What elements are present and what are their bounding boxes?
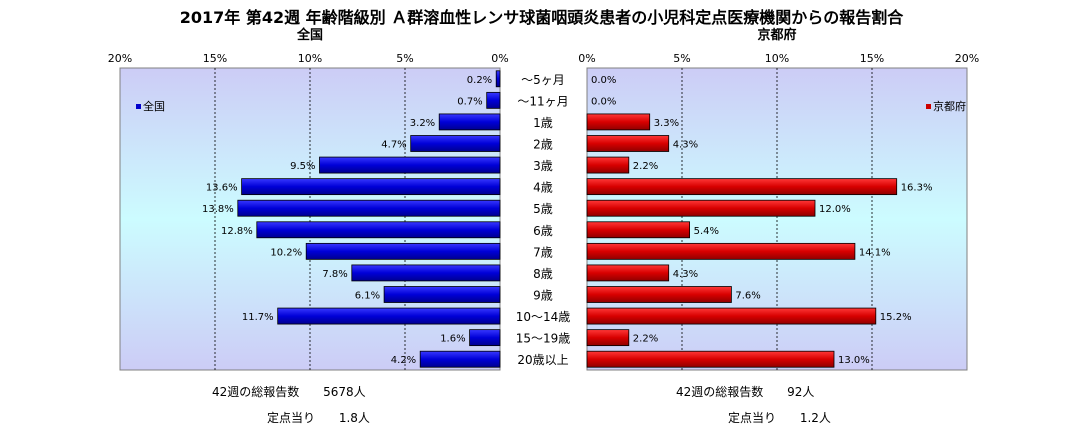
- kyoto-bar: [586, 329, 630, 347]
- national-data-label: 11.7%: [242, 312, 274, 323]
- national-data-label: 13.8%: [202, 204, 234, 215]
- national-per-value: 1.8人: [338, 411, 370, 425]
- national-data-label: 0.2%: [467, 75, 492, 86]
- category-label: 15～19歳: [516, 332, 571, 346]
- kyoto-per: 定点当り 1.2人: [728, 409, 831, 426]
- national-data-label: 9.5%: [290, 161, 315, 172]
- national-bar: [277, 307, 501, 325]
- category-label: 7歳: [533, 245, 553, 259]
- kyoto-bar: [586, 221, 690, 239]
- national-per: 定点当り 1.8人: [267, 409, 370, 426]
- kyoto-tick-label: 15%: [860, 52, 884, 65]
- kyoto-tick-label: 0%: [578, 52, 595, 65]
- category-label: 20歳以上: [517, 353, 568, 367]
- category-label: 9歳: [533, 289, 553, 303]
- national-bar: [351, 264, 501, 282]
- national-tick-label: 10%: [298, 52, 322, 65]
- kyoto-tick-label: 20%: [955, 52, 979, 65]
- category-label: 2歳: [533, 138, 553, 152]
- national-bar: [486, 91, 501, 109]
- kyoto-total: 42週の総報告数 92人: [676, 383, 814, 400]
- national-total-value: 5678人: [323, 385, 366, 399]
- national-total-label: 42週の総報告数: [212, 385, 300, 399]
- kyoto-bar: [586, 178, 898, 196]
- national-bar: [256, 221, 501, 239]
- kyoto-data-label: 14.1%: [859, 247, 891, 258]
- kyoto-data-label: 4.3%: [673, 269, 698, 280]
- subtitle-national: 全国: [296, 28, 323, 43]
- kyoto-data-label: 3.3%: [654, 118, 679, 129]
- kyoto-bar: [586, 199, 816, 217]
- category-label: 10～14歳: [516, 310, 571, 324]
- kyoto-data-label: 2.2%: [633, 161, 658, 172]
- chart-title: 2017年 第42週 年齢階級別 Ａ群溶血性レンサ球菌咽頭炎患者の小児科定点医療…: [179, 8, 904, 27]
- kyoto-bar: [586, 113, 651, 131]
- kyoto-data-label: 16.3%: [901, 183, 933, 194]
- national-data-label: 10.2%: [270, 247, 302, 258]
- national-tick-label: 5%: [396, 52, 413, 65]
- national-total: 42週の総報告数 5678人: [212, 383, 366, 400]
- kyoto-data-label: 0.0%: [591, 75, 616, 86]
- national-data-label: 13.6%: [206, 183, 238, 194]
- category-label: 4歳: [533, 181, 553, 195]
- kyoto-data-label: 5.4%: [694, 226, 719, 237]
- kyoto-total-label: 42週の総報告数: [676, 385, 764, 399]
- kyoto-total-value: 92人: [787, 385, 815, 399]
- kyoto-data-label: 12.0%: [819, 204, 851, 215]
- category-label: ～11ヶ月: [517, 94, 568, 108]
- category-label: 6歳: [533, 224, 553, 238]
- kyoto-data-label: 2.2%: [633, 334, 658, 345]
- national-data-label: 3.2%: [410, 118, 435, 129]
- kyoto-data-label: 7.6%: [735, 291, 760, 302]
- national-bar: [469, 329, 501, 347]
- category-label: 3歳: [533, 159, 553, 173]
- national-bar: [438, 113, 501, 131]
- kyoto-per-value: 1.2人: [799, 411, 831, 425]
- kyoto-bar: [586, 307, 877, 325]
- national-bar: [319, 156, 501, 174]
- national-tick-label: 0%: [491, 52, 508, 65]
- national-tick-label: 15%: [203, 52, 227, 65]
- national-data-label: 6.1%: [355, 291, 380, 302]
- national-bar: [410, 135, 501, 152]
- national-per-label: 定点当り: [267, 411, 316, 425]
- kyoto-bar: [586, 350, 835, 368]
- kyoto-bar: [586, 242, 856, 260]
- kyoto-bar: [586, 264, 670, 282]
- national-legend-swatch: [136, 104, 141, 109]
- national-data-label: 7.8%: [322, 269, 347, 280]
- national-legend-label: 全国: [143, 99, 165, 113]
- kyoto-bar: [586, 135, 670, 152]
- kyoto-legend-swatch: [926, 104, 931, 109]
- national-data-label: 4.2%: [391, 355, 416, 366]
- kyoto-tick-label: 10%: [765, 52, 789, 65]
- national-bar: [241, 178, 501, 196]
- national-data-label: 4.7%: [381, 140, 406, 151]
- national-data-label: 1.6%: [440, 334, 465, 345]
- national-bar: [383, 286, 501, 303]
- national-bar: [237, 199, 501, 217]
- category-label: 5歳: [533, 202, 553, 216]
- kyoto-per-label: 定点当り: [728, 411, 777, 425]
- national-bar: [419, 350, 501, 368]
- category-label: 1歳: [533, 116, 553, 130]
- kyoto-data-label: 4.3%: [673, 140, 698, 151]
- kyoto-data-label: 0.0%: [591, 96, 616, 107]
- national-tick-label: 20%: [108, 52, 132, 65]
- subtitle-kyoto: 京都府: [757, 28, 797, 43]
- kyoto-tick-label: 5%: [673, 52, 690, 65]
- national-data-label: 12.8%: [221, 226, 253, 237]
- national-bar: [305, 242, 501, 260]
- kyoto-bar: [586, 156, 630, 174]
- kyoto-data-label: 13.0%: [838, 355, 870, 366]
- category-label: ～5ヶ月: [521, 73, 565, 87]
- kyoto-bar: [586, 286, 732, 303]
- category-label: 8歳: [533, 267, 553, 281]
- kyoto-data-label: 15.2%: [880, 312, 912, 323]
- kyoto-legend-label: 京都府: [933, 99, 966, 113]
- national-bar: [495, 70, 501, 88]
- national-data-label: 0.7%: [457, 96, 482, 107]
